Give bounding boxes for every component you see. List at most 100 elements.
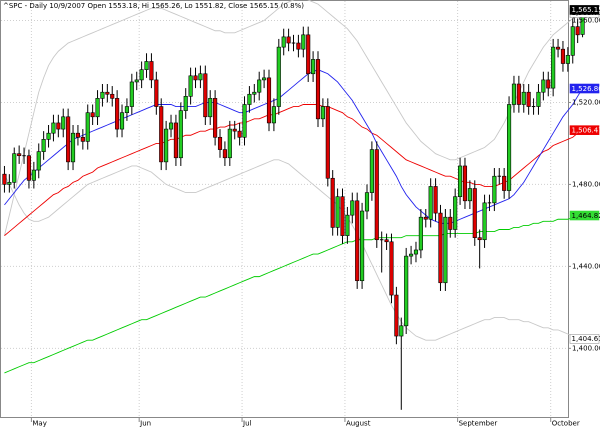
candle-body bbox=[453, 196, 458, 230]
candle-body bbox=[433, 186, 438, 214]
candle-body bbox=[70, 132, 76, 163]
candle-body bbox=[462, 165, 468, 202]
candle-body bbox=[355, 200, 360, 282]
candle-body bbox=[66, 116, 71, 163]
candle-body bbox=[404, 255, 409, 327]
candle-body bbox=[315, 59, 321, 120]
candle-body bbox=[7, 182, 12, 185]
candle-body bbox=[217, 136, 223, 150]
x-tick-label: September bbox=[459, 420, 498, 428]
candle-body bbox=[61, 116, 66, 130]
candle-body bbox=[311, 59, 316, 75]
candle-body bbox=[17, 153, 22, 157]
candle-body bbox=[110, 93, 115, 99]
candle-body bbox=[262, 77, 267, 81]
candle-body bbox=[350, 200, 355, 216]
candle-body bbox=[232, 128, 237, 132]
candle-body bbox=[173, 122, 178, 159]
candle-body bbox=[364, 192, 370, 212]
candle-body bbox=[247, 93, 252, 105]
candle-body bbox=[541, 79, 546, 93]
candle-body bbox=[551, 46, 556, 89]
candle-body bbox=[41, 139, 46, 152]
chart-title: ^SPC - Daily 10/9/2007 Open 1553.18, Hi … bbox=[3, 2, 304, 10]
candle-body bbox=[154, 79, 159, 107]
candle-body bbox=[2, 173, 7, 185]
candle-body bbox=[555, 46, 561, 50]
candle-body bbox=[115, 98, 120, 130]
candle-body bbox=[423, 216, 428, 220]
y-tick-label: 1,520.00 bbox=[572, 98, 600, 106]
x-tick-label: October bbox=[552, 420, 580, 428]
candle-body bbox=[482, 202, 487, 241]
candle-body bbox=[560, 48, 566, 64]
x-tick-label: Jul bbox=[242, 420, 252, 428]
candle-body bbox=[213, 98, 218, 138]
end-label-box bbox=[569, 5, 600, 15]
candle-body bbox=[521, 91, 526, 105]
candle-body bbox=[51, 122, 56, 134]
candle-body bbox=[472, 188, 477, 238]
labels: 1,400.00 1,440.00 1,480.00 1,520.00 1,560.00… bbox=[32, 5, 600, 428]
candle-body bbox=[144, 61, 149, 70]
candle-body bbox=[129, 81, 134, 107]
candle-body bbox=[139, 69, 144, 81]
candle-body bbox=[369, 149, 374, 193]
candle-body bbox=[286, 36, 291, 44]
candle-body bbox=[296, 42, 301, 50]
candle-body bbox=[340, 196, 345, 236]
candle-body bbox=[502, 175, 507, 191]
candle-body bbox=[198, 73, 203, 81]
candle-body bbox=[100, 91, 105, 99]
candle-body bbox=[276, 46, 281, 107]
candle-body bbox=[360, 210, 365, 282]
candle-body bbox=[389, 241, 394, 296]
candle-body bbox=[242, 104, 247, 138]
candle-body bbox=[208, 98, 213, 118]
candle-body bbox=[159, 106, 164, 163]
grid bbox=[1, 1, 571, 422]
x-tick-label: Jun bbox=[139, 420, 151, 428]
end-label: 1,565.15 bbox=[572, 6, 600, 14]
candle-body bbox=[149, 61, 154, 81]
candle-body bbox=[394, 294, 399, 337]
candle-body bbox=[409, 253, 414, 257]
end-label-box bbox=[569, 125, 600, 135]
candle-body bbox=[418, 216, 423, 251]
candle-body bbox=[526, 91, 531, 107]
candle-body bbox=[124, 106, 129, 113]
candle-body bbox=[413, 249, 419, 255]
candle-body bbox=[134, 79, 139, 83]
candle-body bbox=[384, 239, 389, 243]
candle-body bbox=[335, 196, 340, 228]
candle-body bbox=[516, 83, 521, 105]
candle-body bbox=[345, 214, 350, 236]
candle-body bbox=[75, 132, 81, 138]
candle-body bbox=[119, 112, 125, 130]
candle-body bbox=[399, 325, 404, 337]
candle-body bbox=[56, 122, 61, 130]
candle-body bbox=[252, 91, 257, 95]
candle-body bbox=[90, 112, 95, 118]
end-label: 1,526.80 bbox=[572, 85, 600, 93]
candle-body bbox=[325, 106, 330, 179]
candle-body bbox=[330, 177, 335, 228]
x-tick-label: August bbox=[346, 420, 371, 428]
candle-body bbox=[203, 73, 208, 118]
candle-body bbox=[428, 186, 433, 220]
candles bbox=[2, 9, 585, 410]
y-tick-label: 1,400.00 bbox=[572, 344, 600, 352]
candle-body bbox=[565, 55, 570, 64]
overlay-line bbox=[4, 0, 583, 236]
y-tick-label: 1,440.00 bbox=[572, 262, 600, 270]
candle-body bbox=[492, 175, 497, 204]
candle-body bbox=[257, 79, 262, 93]
y-tick-label: 1,480.00 bbox=[572, 180, 600, 188]
candle-body bbox=[281, 36, 286, 48]
candle-body bbox=[183, 96, 188, 111]
overlay-line bbox=[4, 159, 583, 341]
candle-body bbox=[26, 155, 32, 181]
candle-body bbox=[458, 165, 463, 198]
candle-body bbox=[36, 151, 41, 171]
